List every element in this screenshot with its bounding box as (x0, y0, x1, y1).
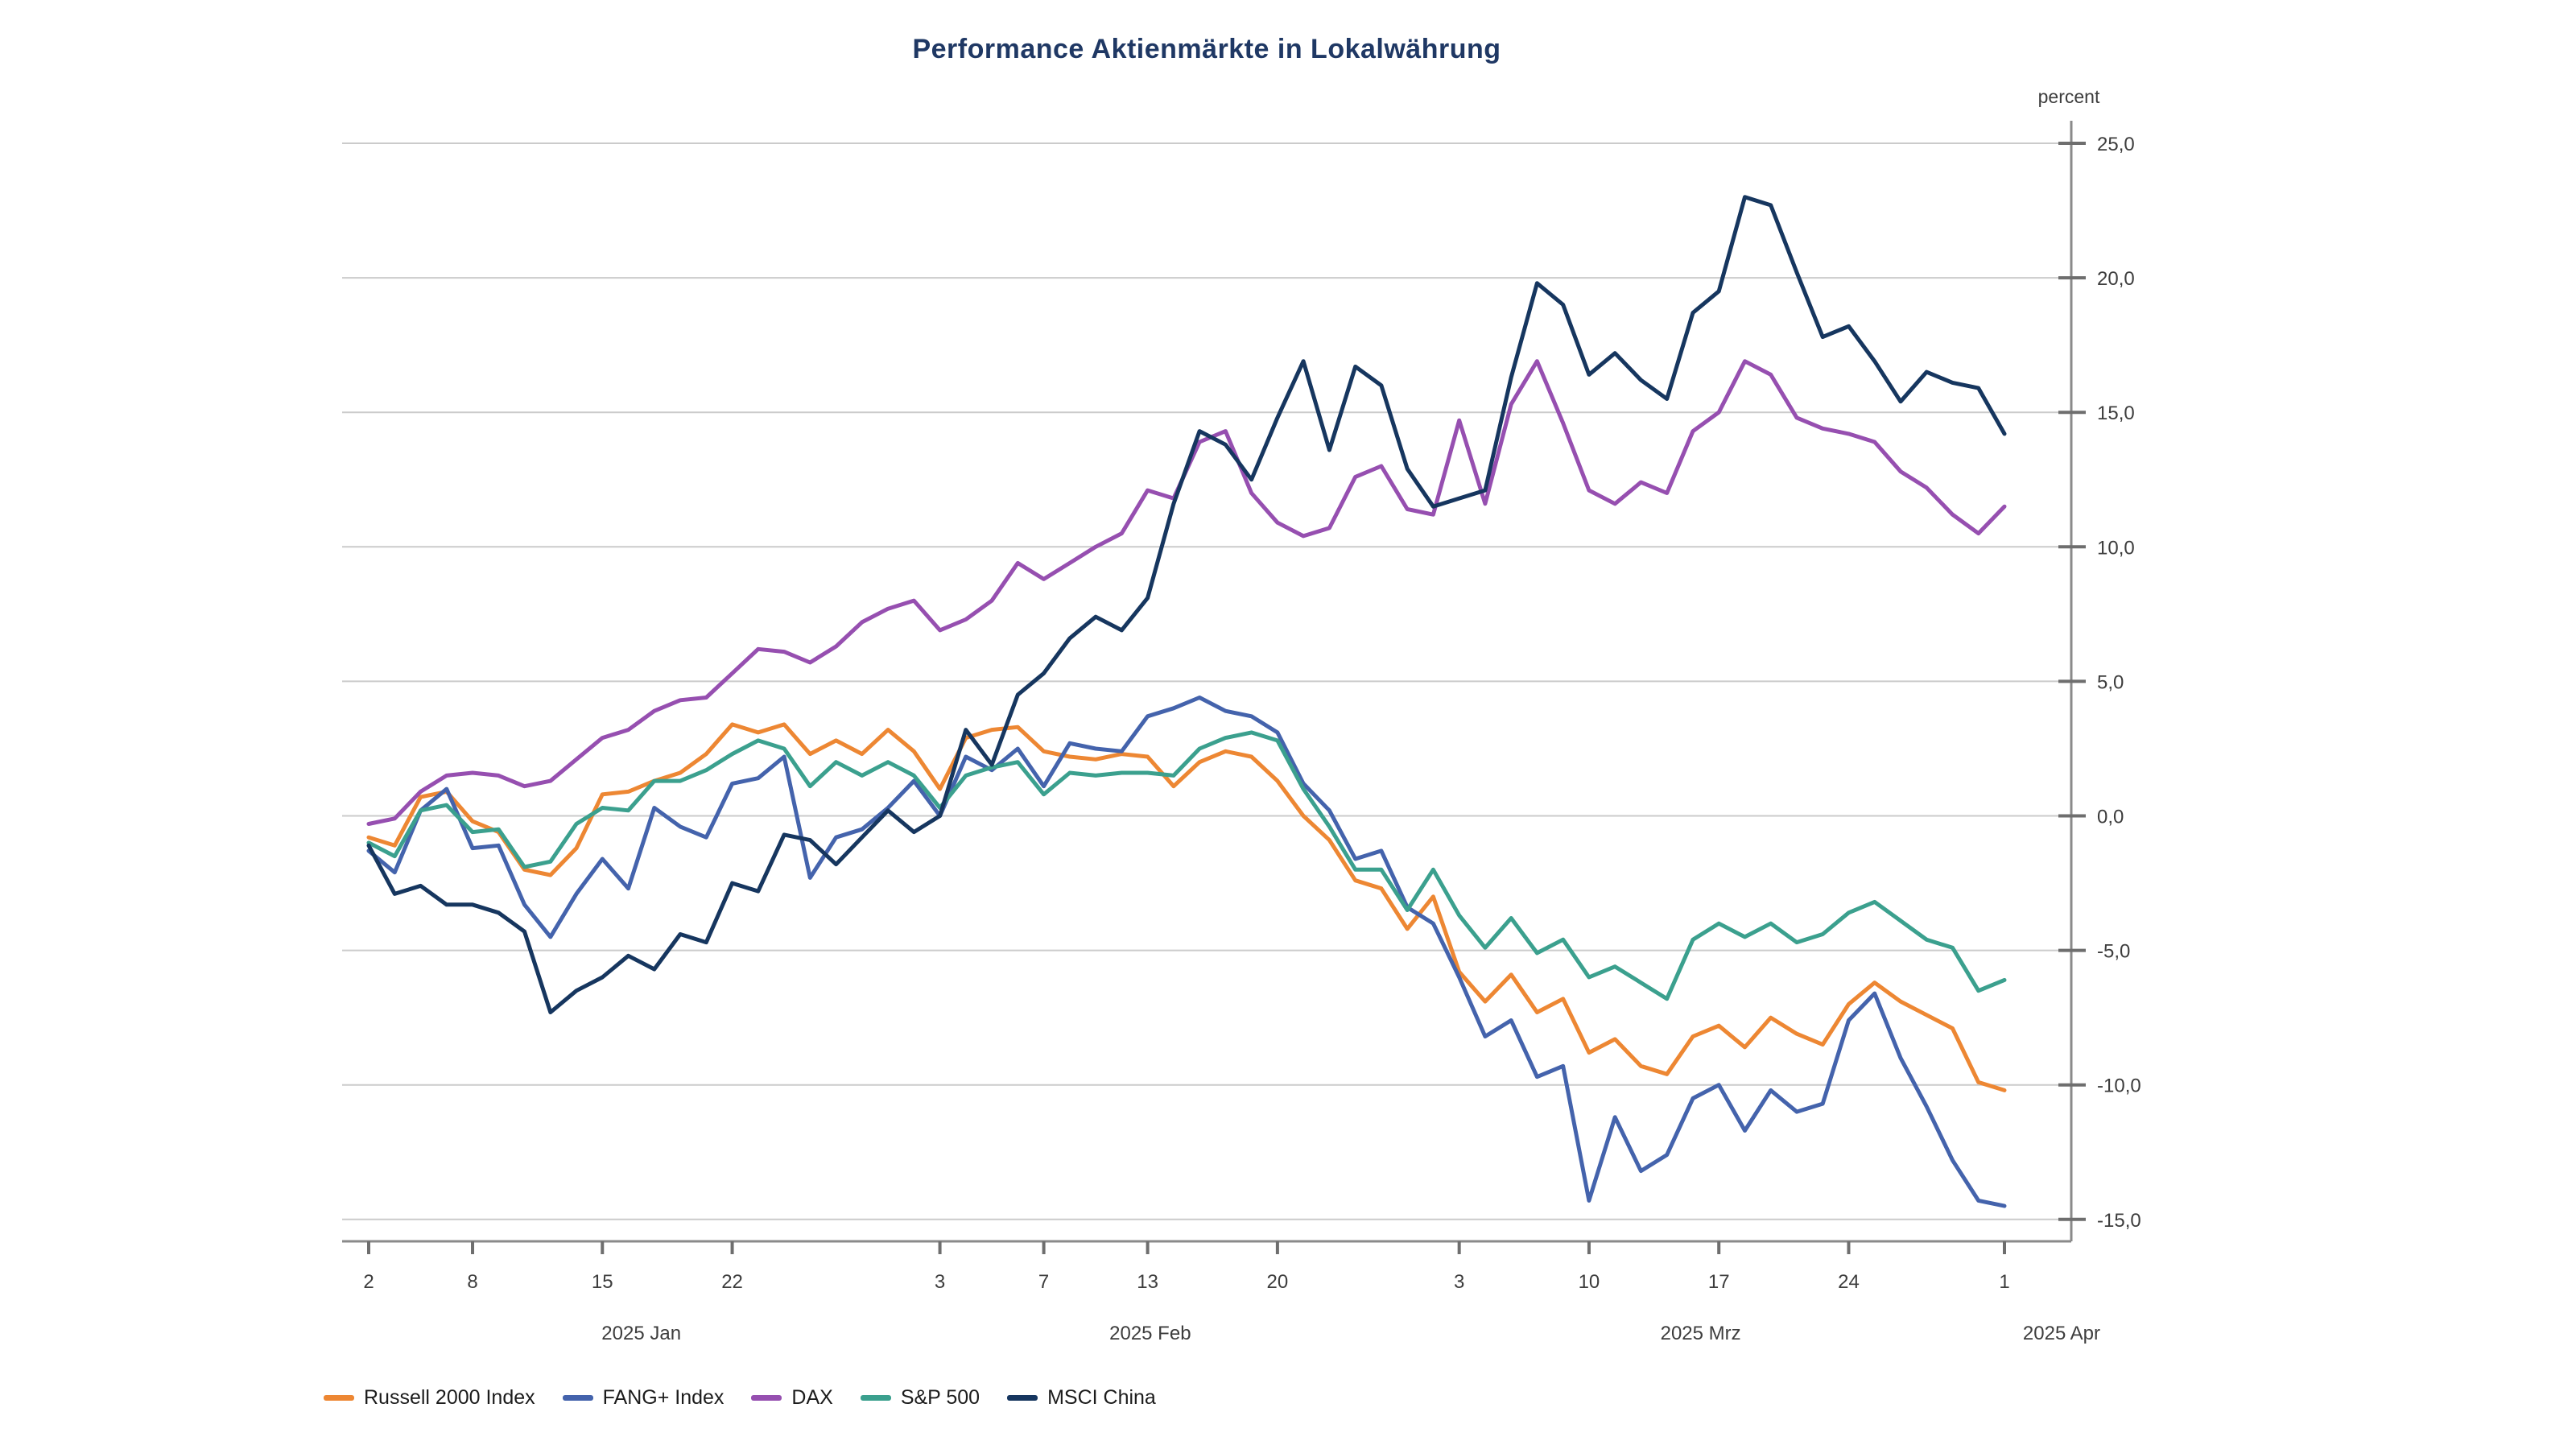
y-tick-label: -15,0 (2097, 1210, 2141, 1232)
y-tick-label: -10,0 (2097, 1075, 2141, 1097)
x-month-label: 2025 Feb (1109, 1323, 1191, 1344)
x-tick-label: 3 (1454, 1271, 1464, 1293)
series-line-s-p-500 (366, 730, 2007, 1001)
series-line-russell-2000-index (366, 722, 2007, 1092)
y-tick-label: 10,0 (2097, 537, 2135, 559)
x-tick-label: 24 (1838, 1271, 1860, 1293)
x-tick-label: 7 (1038, 1271, 1049, 1293)
legend-item-msci-china: MSCI China (1007, 1386, 1156, 1410)
legend-label: DAX (791, 1386, 833, 1409)
x-tick-label: 15 (592, 1271, 613, 1293)
series-line-fang-index (366, 696, 2007, 1208)
x-tick-label: 17 (1708, 1271, 1730, 1293)
legend-label: FANG+ Index (602, 1386, 724, 1409)
chart-title: Performance Aktienmärkte in Lokalwährung (912, 34, 1501, 64)
x-tick-label: 22 (721, 1271, 743, 1293)
x-tick-label: 13 (1137, 1271, 1158, 1293)
y-tick-label: 5,0 (2097, 671, 2124, 693)
y-tick-label: 15,0 (2097, 402, 2135, 424)
x-month-label: 2025 Mrz (1661, 1323, 1741, 1344)
legend-swatch (860, 1395, 891, 1401)
x-tick-label: 10 (1579, 1271, 1600, 1293)
y-tick-label: 25,0 (2097, 134, 2135, 155)
x-tick-label: 3 (935, 1271, 945, 1293)
legend-item-fang-index: FANG+ Index (562, 1386, 724, 1410)
legend: Russell 2000 Index FANG+ Index DAX S&P 500 M… (324, 1386, 1156, 1410)
y-axis-unit-label: percent (2038, 86, 2100, 107)
legend-swatch (324, 1395, 354, 1401)
series-line-msci-china (366, 195, 2007, 1014)
legend-label: S&P 500 (900, 1386, 980, 1409)
x-tick-label: 8 (467, 1271, 477, 1293)
y-tick-label: -5,0 (2097, 941, 2130, 963)
x-tick-label: 1 (1999, 1271, 2009, 1293)
y-tick-label: 0,0 (2097, 807, 2124, 828)
series-line-dax (366, 359, 2007, 826)
x-month-label: 2025 Jan (601, 1323, 681, 1344)
x-tick-label: 20 (1267, 1271, 1289, 1293)
legend-item-russell-2000-index: Russell 2000 Index (324, 1386, 535, 1410)
legend-label: MSCI China (1047, 1386, 1156, 1409)
x-tick-label: 2 (363, 1271, 374, 1293)
legend-swatch (1007, 1395, 1038, 1401)
y-tick-label: 20,0 (2097, 268, 2135, 290)
legend-swatch (751, 1395, 782, 1401)
legend-swatch (562, 1395, 593, 1401)
legend-item-dax: DAX (751, 1386, 833, 1410)
x-month-label: 2025 Apr (2023, 1323, 2100, 1344)
legend-label: Russell 2000 Index (364, 1386, 535, 1409)
legend-item-s-p-500: S&P 500 (860, 1386, 980, 1410)
